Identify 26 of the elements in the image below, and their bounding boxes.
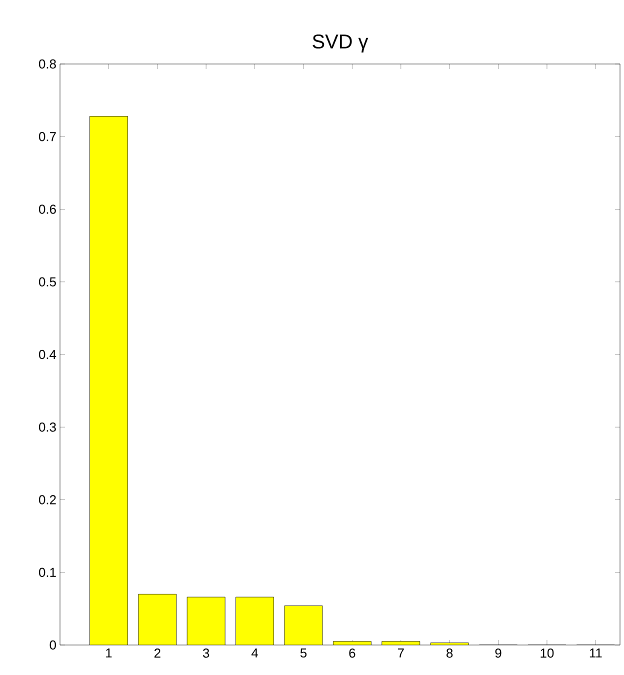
x-tick-label: 9 [495,648,502,658]
chart-title: SVD γ [312,34,368,52]
bar [284,606,322,645]
x-tick-label: 5 [300,648,307,658]
bar [187,597,226,645]
x-tick-label: 8 [446,648,453,658]
x-tick-label: 6 [349,648,356,658]
y-tick-label: 0 [50,640,56,650]
y-tick-label: 0.5 [38,277,56,286]
x-tick-label: 10 [540,648,554,658]
x-tick-label: 3 [202,648,210,658]
x-tick-label: 11 [590,648,602,658]
y-tick-label: 0.3 [38,422,56,432]
x-tick-label: 7 [398,648,404,658]
y-tick-label: 0.7 [38,132,56,142]
y-tick-label: 0.2 [38,495,56,504]
y-tick-label: 0.1 [38,568,56,577]
bar [90,116,128,645]
x-tick-label: 4 [251,648,258,658]
y-tick-label: 0.6 [38,204,56,214]
y-tick-label: 0.8 [38,59,56,69]
bar [236,597,274,645]
x-tick-label: 1 [106,648,112,658]
y-tick-label: 0.4 [38,350,56,360]
x-tick-label: 2 [154,648,160,658]
bar [138,594,176,645]
